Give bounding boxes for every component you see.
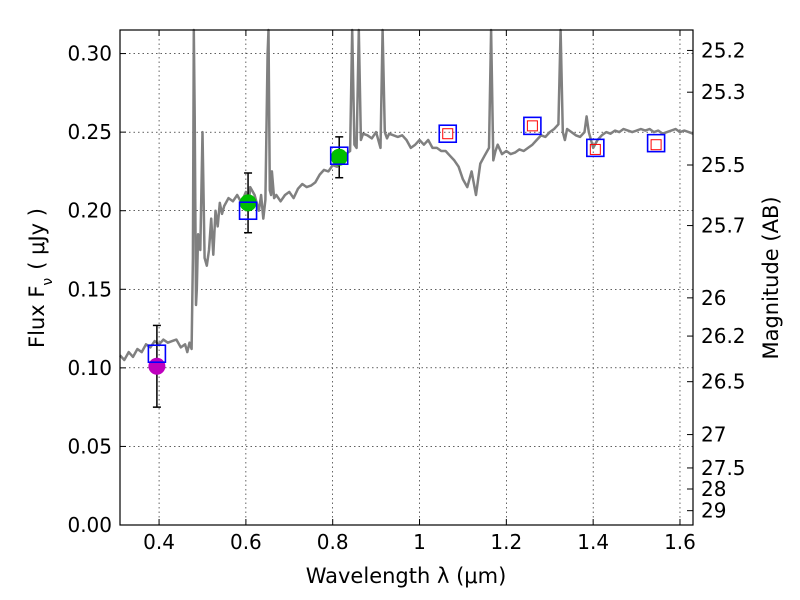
- y-axis-label: Flux Fν ( μJy ): [25, 208, 56, 348]
- model-box: [238, 201, 258, 221]
- model-box: [586, 138, 605, 158]
- y-tick-label: 0.00: [67, 513, 112, 537]
- x-tick-label: 1.2: [490, 530, 522, 554]
- x-tick-label: 1.6: [664, 530, 696, 554]
- model-box: [438, 124, 458, 144]
- y-tick-label: 0.15: [67, 277, 112, 301]
- x-tick-label: 0.4: [143, 530, 175, 554]
- magnitude-tick-label: 26: [701, 286, 726, 310]
- magnitude-tick-label: 27.5: [701, 456, 746, 480]
- x-axis-ticks: 0.4 0.6 0.8 1 1.2 1.4 1.6: [143, 30, 696, 554]
- right-axis-label-group: Magnitude (AB): [759, 196, 783, 359]
- magnitude-tick-label: 28: [701, 477, 726, 501]
- data-point-i-band: [330, 148, 348, 166]
- magnitude-tick-label: 26.2: [701, 324, 746, 348]
- upper-limit-box: [442, 128, 454, 140]
- y-tick-label: 0.25: [67, 120, 112, 144]
- x-tick-label: 1.4: [577, 530, 609, 554]
- magnitude-tick-label: 29: [701, 499, 726, 523]
- y-tick-label: 0.30: [67, 42, 112, 66]
- y-tick-label: 0.05: [67, 434, 112, 458]
- data-point-u-band: [148, 357, 166, 375]
- grid-lines: [120, 30, 693, 526]
- y-axis-label-text: Flux F: [25, 286, 49, 348]
- magnitude-tick-label: 25.3: [701, 80, 746, 104]
- magnitude-tick-label: 25.7: [701, 214, 746, 238]
- x-tick-label: 0.6: [230, 530, 262, 554]
- magnitude-tick-label: 25.2: [701, 38, 746, 62]
- magnitude-tick-label: 25.5: [701, 153, 746, 177]
- plot-frame: [119, 29, 694, 526]
- y-axis-label-subscript: ν: [40, 278, 56, 286]
- y-tick-label: 0.20: [67, 199, 112, 223]
- x-tick-label: 1: [413, 530, 426, 554]
- x-tick-label: 0.8: [317, 530, 349, 554]
- x-axis-label: Wavelength λ (μm): [306, 564, 507, 588]
- upper-limit-box: [526, 120, 538, 132]
- model-box: [646, 133, 666, 153]
- y-axis-ticks: 0.00 0.05 0.10 0.15 0.20 0.25 0.30: [67, 42, 126, 537]
- model-photometry-boxes: [147, 116, 666, 364]
- upper-limit-box: [589, 143, 601, 155]
- magnitude-tick-label: 27: [701, 423, 726, 447]
- y-tick-label: 0.10: [67, 356, 112, 380]
- magnitude-tick-label: 26.5: [701, 370, 746, 394]
- error-bars: [152, 136, 344, 408]
- y-axis-label-group: Flux Fν ( μJy ): [25, 208, 56, 348]
- upper-limit-box: [650, 139, 662, 151]
- spectrum-line: [119, 28, 694, 362]
- model-box: [329, 146, 349, 166]
- model-box: [523, 116, 542, 136]
- model-box: [147, 344, 167, 364]
- right-axis-label: Magnitude (AB): [759, 196, 783, 359]
- y-axis-label-unit: ( μJy ): [25, 208, 49, 270]
